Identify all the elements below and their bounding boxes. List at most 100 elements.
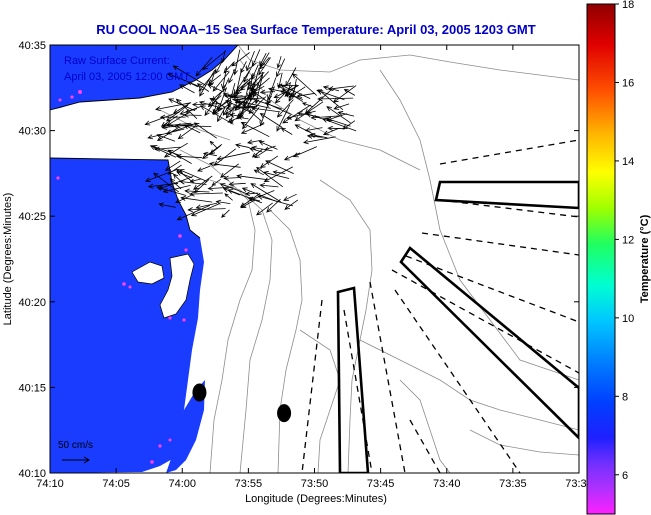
current-vector	[294, 101, 324, 122]
subtitle-line-2: April 03, 2005 12:00 GMT	[64, 71, 190, 83]
current-vector	[276, 58, 286, 78]
transect-box-southeast	[399, 246, 579, 440]
current-vector	[224, 193, 233, 201]
bathymetry-contours	[159, 45, 579, 473]
current-vector	[246, 81, 260, 87]
colorbar-tick-label: 14	[622, 156, 634, 168]
current-vector	[163, 142, 188, 158]
current-vector	[280, 127, 293, 135]
current-vector	[207, 84, 225, 93]
current-vector	[167, 164, 182, 175]
current-vector	[184, 188, 210, 194]
current-vector	[279, 90, 303, 100]
current-vector	[169, 178, 182, 190]
current-vector	[176, 205, 210, 221]
current-vector	[166, 123, 178, 128]
current-vector	[267, 77, 277, 101]
current-vector	[209, 97, 226, 108]
current-vector	[327, 85, 354, 92]
current-vector	[175, 153, 203, 159]
current-vector	[333, 103, 350, 110]
current-vector	[258, 140, 278, 150]
x-tick-label: 73:45	[367, 478, 395, 490]
current-vector	[196, 83, 210, 92]
y-tick-label: 40:15	[18, 382, 46, 394]
current-vector	[195, 202, 218, 210]
x-tick-label: 73:35	[499, 478, 527, 490]
current-vector	[183, 124, 201, 134]
current-vector	[221, 50, 226, 64]
current-vector	[228, 69, 236, 84]
current-vector	[276, 104, 291, 132]
current-vector	[209, 145, 222, 155]
current-vector	[234, 85, 265, 104]
current-vector	[256, 202, 273, 216]
current-vector	[220, 163, 240, 178]
sampling-markers	[192, 383, 292, 423]
current-vector	[259, 113, 283, 128]
current-vector	[165, 104, 189, 122]
current-vector	[200, 105, 234, 125]
current-vector	[178, 84, 195, 94]
transect-box-south	[336, 286, 370, 473]
current-vector	[259, 155, 279, 169]
current-vector	[167, 72, 200, 87]
current-vector	[174, 123, 212, 129]
current-vector	[216, 151, 250, 161]
current-vector	[172, 173, 184, 184]
sampling-marker	[277, 404, 292, 423]
current-vector	[217, 106, 226, 123]
x-tick-label: 73:40	[433, 478, 461, 490]
current-vector	[262, 170, 290, 179]
subtitle-line-1: Raw Surface Current:	[64, 55, 170, 67]
land-bay	[159, 253, 195, 319]
y-tick-label: 40:35	[18, 40, 46, 52]
current-vector	[309, 132, 328, 139]
current-vector	[254, 149, 268, 159]
current-vector	[158, 202, 176, 208]
current-vector	[304, 88, 333, 114]
x-axis: 74:10 74:05 74:00 73:55 73:50 73:45 73:40 73:35…	[36, 45, 593, 490]
current-vector	[325, 117, 351, 127]
current-vector	[265, 160, 294, 174]
current-vector	[258, 57, 271, 76]
current-vector	[326, 106, 351, 124]
cold-fringe	[56, 90, 188, 464]
x-axis-label: Longitude (Degrees:Minutes)	[245, 493, 387, 505]
current-vector	[231, 52, 250, 67]
current-vector	[256, 166, 284, 188]
y-axis: 40:35 40:30 40:25 40:20 40:15 40:10	[18, 40, 579, 480]
colorbar-tick-label: 16	[622, 77, 634, 89]
transect-box-east	[434, 180, 579, 210]
y-tick-label: 40:25	[18, 211, 46, 223]
current-vector	[231, 94, 243, 99]
current-vector	[240, 199, 255, 209]
current-vector	[246, 96, 282, 110]
y-tick-label: 40:20	[18, 297, 46, 309]
current-vector	[197, 165, 211, 172]
current-vector	[276, 99, 294, 118]
current-vector	[264, 145, 276, 151]
current-vector	[219, 183, 249, 195]
current-vector	[193, 122, 218, 139]
colorbar-ticks: 18 16 14 12 10 8 6	[615, 0, 634, 482]
current-vector	[235, 74, 256, 92]
current-vector	[259, 56, 270, 70]
current-vector	[178, 169, 207, 182]
current-vector	[322, 85, 340, 92]
current-vector	[208, 161, 241, 168]
current-vector	[164, 160, 181, 171]
current-vector	[180, 195, 213, 203]
current-vector	[240, 121, 270, 138]
colorbar-tick-label: 12	[622, 234, 634, 246]
sampling-marker	[192, 383, 207, 402]
current-vector	[292, 146, 318, 158]
y-axis-label: Latitude (Degrees:Minutes)	[2, 193, 14, 326]
current-vector	[195, 57, 213, 77]
current-vector	[243, 62, 254, 83]
colorbar-tick-label: 8	[622, 391, 628, 403]
x-tick-label: 73:30	[565, 478, 593, 490]
current-vector	[259, 53, 267, 67]
current-vector	[317, 96, 354, 102]
x-tick-label: 74:10	[36, 478, 64, 490]
